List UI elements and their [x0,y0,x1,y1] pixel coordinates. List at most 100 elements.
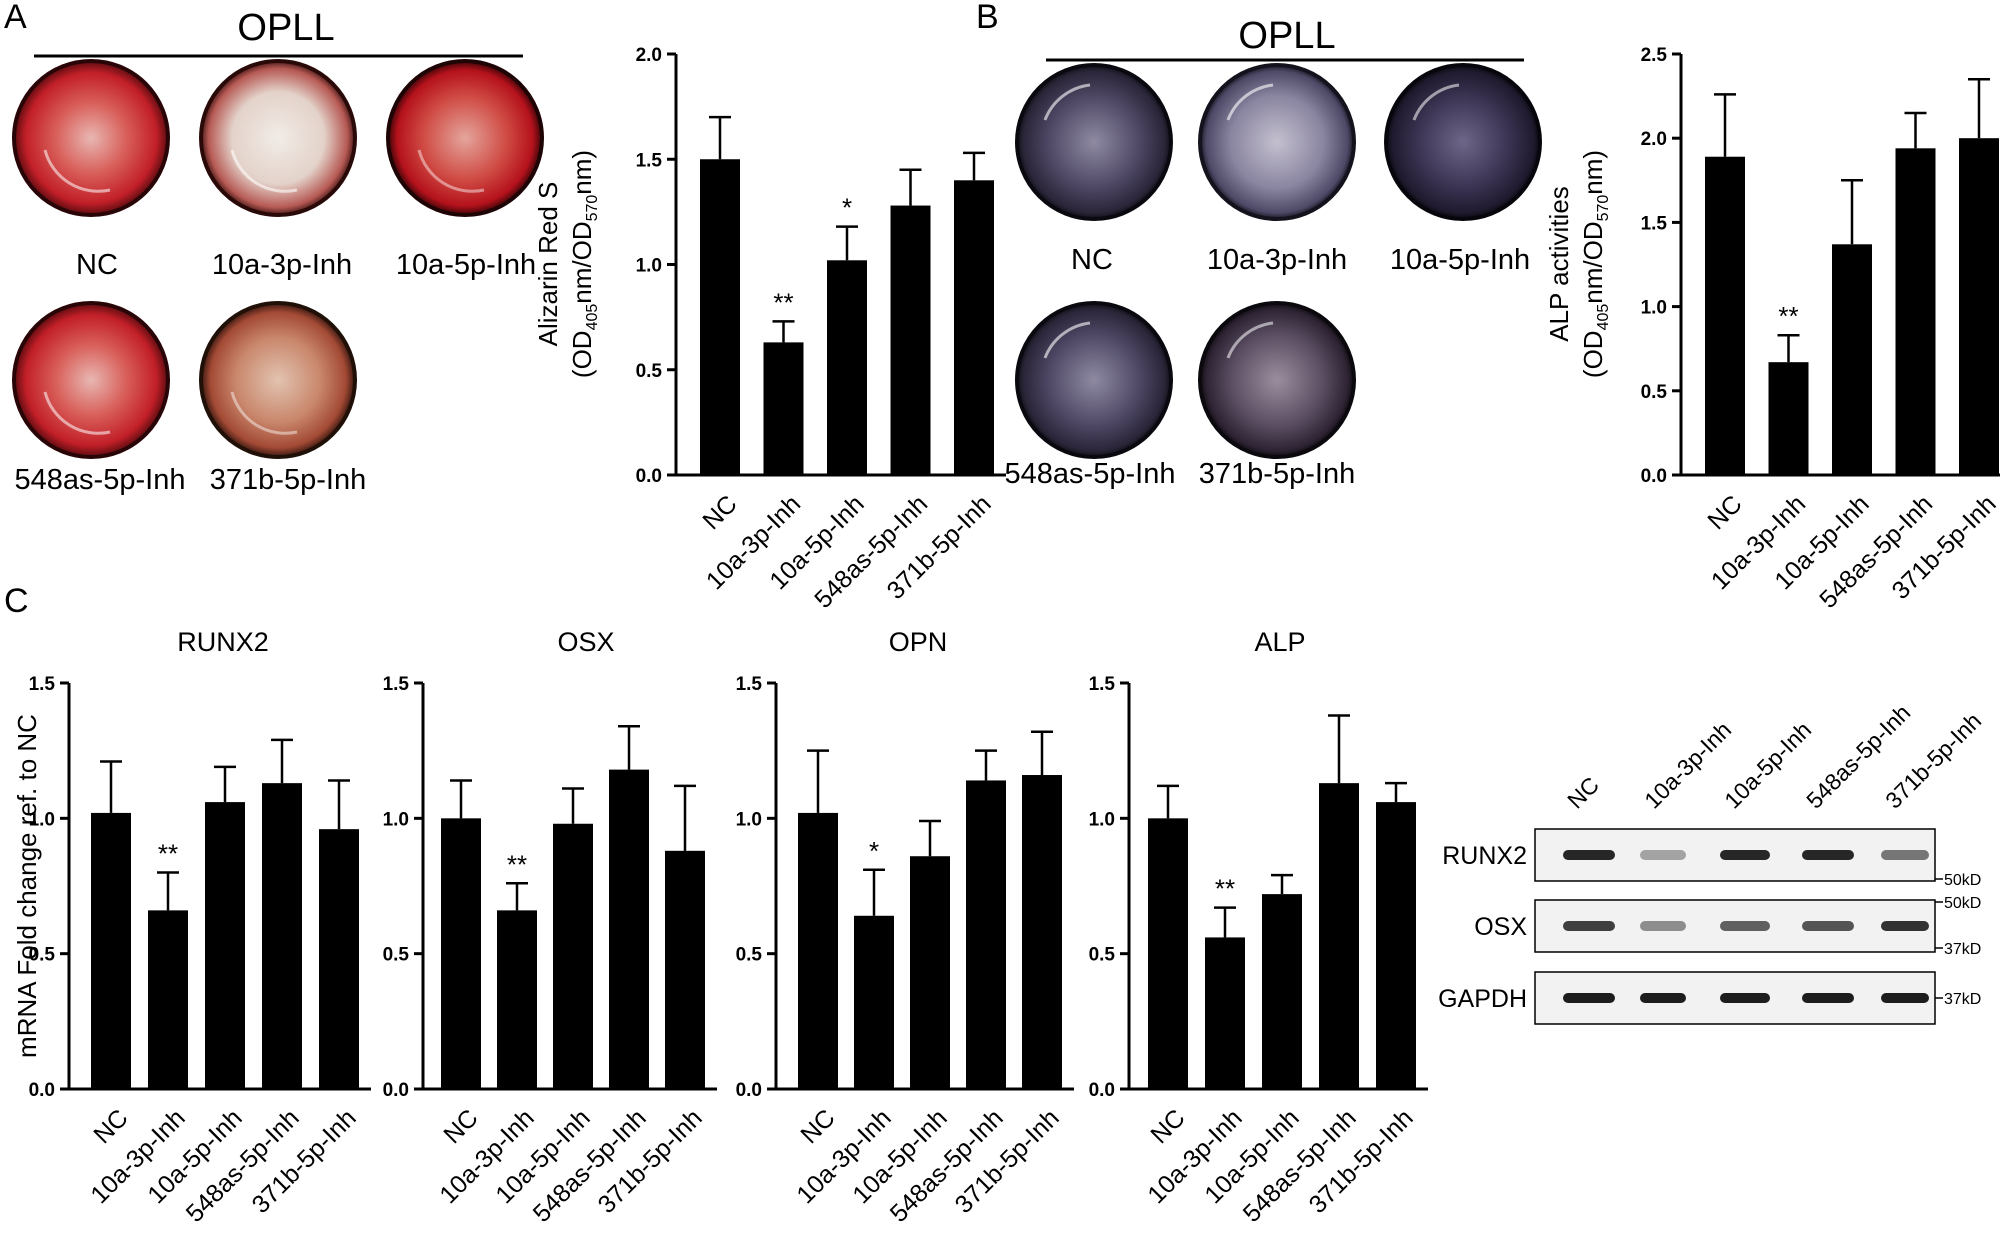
y-tick-label: 1.0 [29,809,55,830]
y-tick-label: 1.0 [383,809,409,830]
y-axis-units: (OD405nm/OD570nm) [1578,150,1612,378]
y-tick-label: 1.5 [636,150,663,171]
y-axis-units-text: nm/OD [1578,221,1608,303]
y-tick-label: 1.0 [1089,809,1115,830]
y-axis-units-text: nm) [567,150,597,195]
significance-marker: ** [1778,301,1798,331]
well-label-a-371b: 371b-5p-Inh [210,464,366,496]
y-tick-label: 1.0 [636,256,662,277]
blot-row-label: OSX [1474,913,1527,941]
blot-band [1563,993,1615,1003]
blot-band [1563,850,1615,860]
well-b-nc [1015,63,1173,221]
well-label-b-371b: 371b-5p-Inh [1199,458,1355,490]
bar-runx2-3 [262,783,302,1089]
kd-marker-label: 37kD [1944,941,1981,958]
kd-marker-label: 50kD [1944,872,1981,889]
category-label: NC [438,1104,483,1149]
well-b-10a-3p [1198,63,1356,221]
blot-row-osx: OSX 50kD 37kD [1474,895,1981,958]
y-tick-label: 1.5 [1089,674,1116,695]
blot-band [1640,921,1686,931]
bar-opn-4 [1022,775,1062,1089]
y-tick-label: 1.5 [383,674,410,695]
y-tick-label: 0.0 [1089,1080,1115,1101]
bar-runx2-2 [205,802,245,1089]
y-tick-label: 1.5 [736,674,763,695]
y-tick-label: 0.5 [1641,382,1668,403]
y-tick-label: 0.0 [736,1080,762,1101]
chart-alp_mrna: 0.00.51.01.5NC**10a-3p-Inh10a-5p-Inh548a… [1089,627,1428,1228]
y-tick-label: 0.5 [29,945,56,966]
well-b-548as [1015,301,1173,459]
chart-alp_activity: 0.00.51.01.52.02.5NC**10a-3p-Inh10a-5p-I… [1544,45,2000,614]
kd-marker-label: 50kD [1944,895,1981,912]
y-tick-label: 0.0 [29,1080,55,1101]
blot-band [1563,921,1615,931]
bar-alp_activity-4 [1959,138,1999,475]
well-label-a-548as: 548as-5p-Inh [15,464,186,496]
kd-marker-label: 37kD [1944,991,1981,1008]
bar-alp_activity-0 [1705,156,1745,475]
significance-marker: * [842,193,852,223]
bar-alizarin-1 [763,342,804,475]
blot-band [1640,850,1686,860]
bar-osx-2 [553,823,593,1089]
significance-marker: * [869,836,879,866]
well-a-371b [199,301,357,459]
y-tick-label: 1.5 [29,674,56,695]
y-tick-label: 2.0 [636,45,662,66]
bar-runx2-0 [91,812,131,1089]
shared-y-axis-label: mRNA Fold change ref. to NC [12,714,42,1058]
blot-row-label: RUNX2 [1442,842,1527,870]
blot-band [1802,850,1854,860]
y-tick-label: 2.0 [1641,129,1667,150]
blot-band [1640,993,1686,1003]
y-axis-units-text: (OD [1578,330,1608,378]
bar-runx2-1 [148,910,188,1089]
panel-a-header: OPLL [237,7,334,49]
y-axis-label-alizarin: Alizarin Red S(OD405nm/OD570nm) [533,150,601,378]
well-a-548as [12,301,170,459]
well-label-b-10a-5p: 10a-5p-Inh [1390,244,1530,276]
panel-letter-b: B [976,0,999,36]
category-label: NC [697,490,742,535]
y-tick-label: 1.5 [1641,213,1668,234]
blot-band [1802,921,1854,931]
bar-opn-3 [966,780,1006,1089]
y-tick-label: 0.5 [636,361,663,382]
chart-title-osx: OSX [557,627,614,657]
panel-letter-c: C [4,582,29,620]
bar-osx-0 [441,818,481,1089]
well-label-b-10a-3p: 10a-3p-Inh [1207,244,1347,276]
bar-runx2-4 [319,829,359,1089]
chart-title-alp_mrna: ALP [1254,627,1305,657]
y-tick-label: 0.5 [736,945,763,966]
bar-osx-1 [497,910,537,1089]
blot-band [1720,921,1770,931]
category-label: NC [1145,1104,1190,1149]
bar-alizarin-3 [890,205,931,475]
well-a-10a-3p [199,59,357,217]
significance-marker: ** [158,838,178,868]
chart-runx2: 0.00.51.01.5NC**10a-3p-Inh10a-5p-Inh548a… [29,627,371,1228]
bar-alp_mrna-1 [1205,937,1245,1089]
blot-band [1881,850,1929,860]
well-b-10a-5p [1384,63,1542,221]
y-axis-title: Alizarin Red S [533,182,563,347]
bar-alp_activity-3 [1895,148,1936,475]
blot-band [1881,921,1929,931]
bar-alizarin-4 [954,180,994,476]
y-tick-label: 2.5 [1641,45,1668,66]
chart-title-opn: OPN [889,627,948,657]
bar-opn-0 [798,812,838,1089]
chart-alizarin: 0.00.51.01.52.0NC**10a-3p-Inh*10a-5p-Inh… [533,45,1006,614]
bar-alp_mrna-2 [1262,894,1302,1089]
panel-b-header: OPLL [1238,15,1335,57]
y-tick-label: 0.5 [383,945,410,966]
bar-alp_mrna-0 [1148,818,1188,1089]
y-axis-label-alp_activity: ALP activities(OD405nm/OD570nm) [1544,150,1612,378]
blot-band [1802,993,1854,1003]
blot-band [1881,993,1929,1003]
